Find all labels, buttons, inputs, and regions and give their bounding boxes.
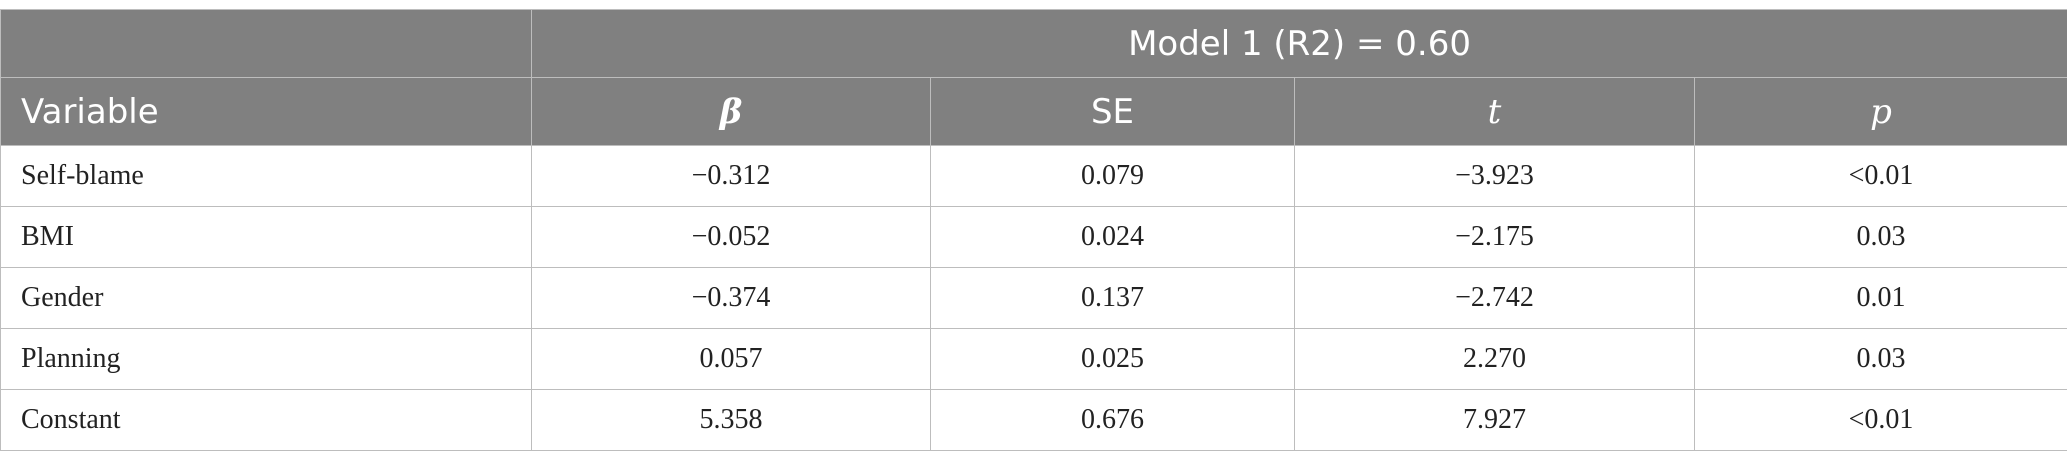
column-header-p: p xyxy=(1693,77,2067,146)
cell-variable: Planning xyxy=(0,328,532,390)
cell-se: 0.137 xyxy=(930,267,1295,329)
cell-p: 0.03 xyxy=(1693,328,2067,390)
table-row: Self-blame −0.312 0.079 −3.923 <0.01 xyxy=(0,145,2067,207)
cell-se: 0.079 xyxy=(930,145,1295,207)
cell-variable: Self-blame xyxy=(0,145,532,207)
cell-t: −2.742 xyxy=(1294,267,1695,329)
cell-variable: Constant xyxy=(0,389,532,451)
cell-beta: 0.057 xyxy=(531,328,931,390)
cell-p: <0.01 xyxy=(1693,145,2067,207)
column-header-beta: β xyxy=(531,77,931,146)
cell-beta: −0.312 xyxy=(531,145,931,207)
cell-t: 7.927 xyxy=(1294,389,1695,451)
cell-p: <0.01 xyxy=(1693,389,2067,451)
cell-beta: 5.358 xyxy=(531,389,931,451)
empty-header-cell xyxy=(0,9,532,78)
cell-variable: Gender xyxy=(0,267,532,329)
cell-beta: −0.374 xyxy=(531,267,931,329)
table-row: Planning 0.057 0.025 2.270 0.03 xyxy=(0,328,2067,390)
table-body: Self-blame −0.312 0.079 −3.923 <0.01 BMI… xyxy=(0,145,2067,451)
regression-table: Model 1 (R2) = 0.60 Variable β SE t p Se… xyxy=(0,9,2067,451)
table-row: Gender −0.374 0.137 −2.742 0.01 xyxy=(0,267,2067,329)
regression-table-container: Model 1 (R2) = 0.60 Variable β SE t p Se… xyxy=(0,9,2067,451)
column-header-se: SE xyxy=(930,77,1295,146)
cell-t: −3.923 xyxy=(1294,145,1695,207)
cell-t: −2.175 xyxy=(1294,206,1695,268)
table-header: Model 1 (R2) = 0.60 Variable β SE t p xyxy=(0,9,2067,146)
model-header-row: Model 1 (R2) = 0.60 xyxy=(0,9,2067,78)
cell-se: 0.024 xyxy=(930,206,1295,268)
cell-p: 0.01 xyxy=(1693,267,2067,329)
column-header-row: Variable β SE t p xyxy=(0,77,2067,146)
cell-se: 0.676 xyxy=(930,389,1295,451)
cell-beta: −0.052 xyxy=(531,206,931,268)
cell-variable: BMI xyxy=(0,206,532,268)
model-title: Model 1 (R2) = 0.60 xyxy=(530,9,2067,78)
cell-t: 2.270 xyxy=(1294,328,1695,390)
column-header-t: t xyxy=(1294,77,1695,146)
cell-se: 0.025 xyxy=(930,328,1295,390)
column-header-variable: Variable xyxy=(0,77,532,146)
table-row: BMI −0.052 0.024 −2.175 0.03 xyxy=(0,206,2067,268)
cell-p: 0.03 xyxy=(1693,206,2067,268)
table-row: Constant 5.358 0.676 7.927 <0.01 xyxy=(0,389,2067,451)
